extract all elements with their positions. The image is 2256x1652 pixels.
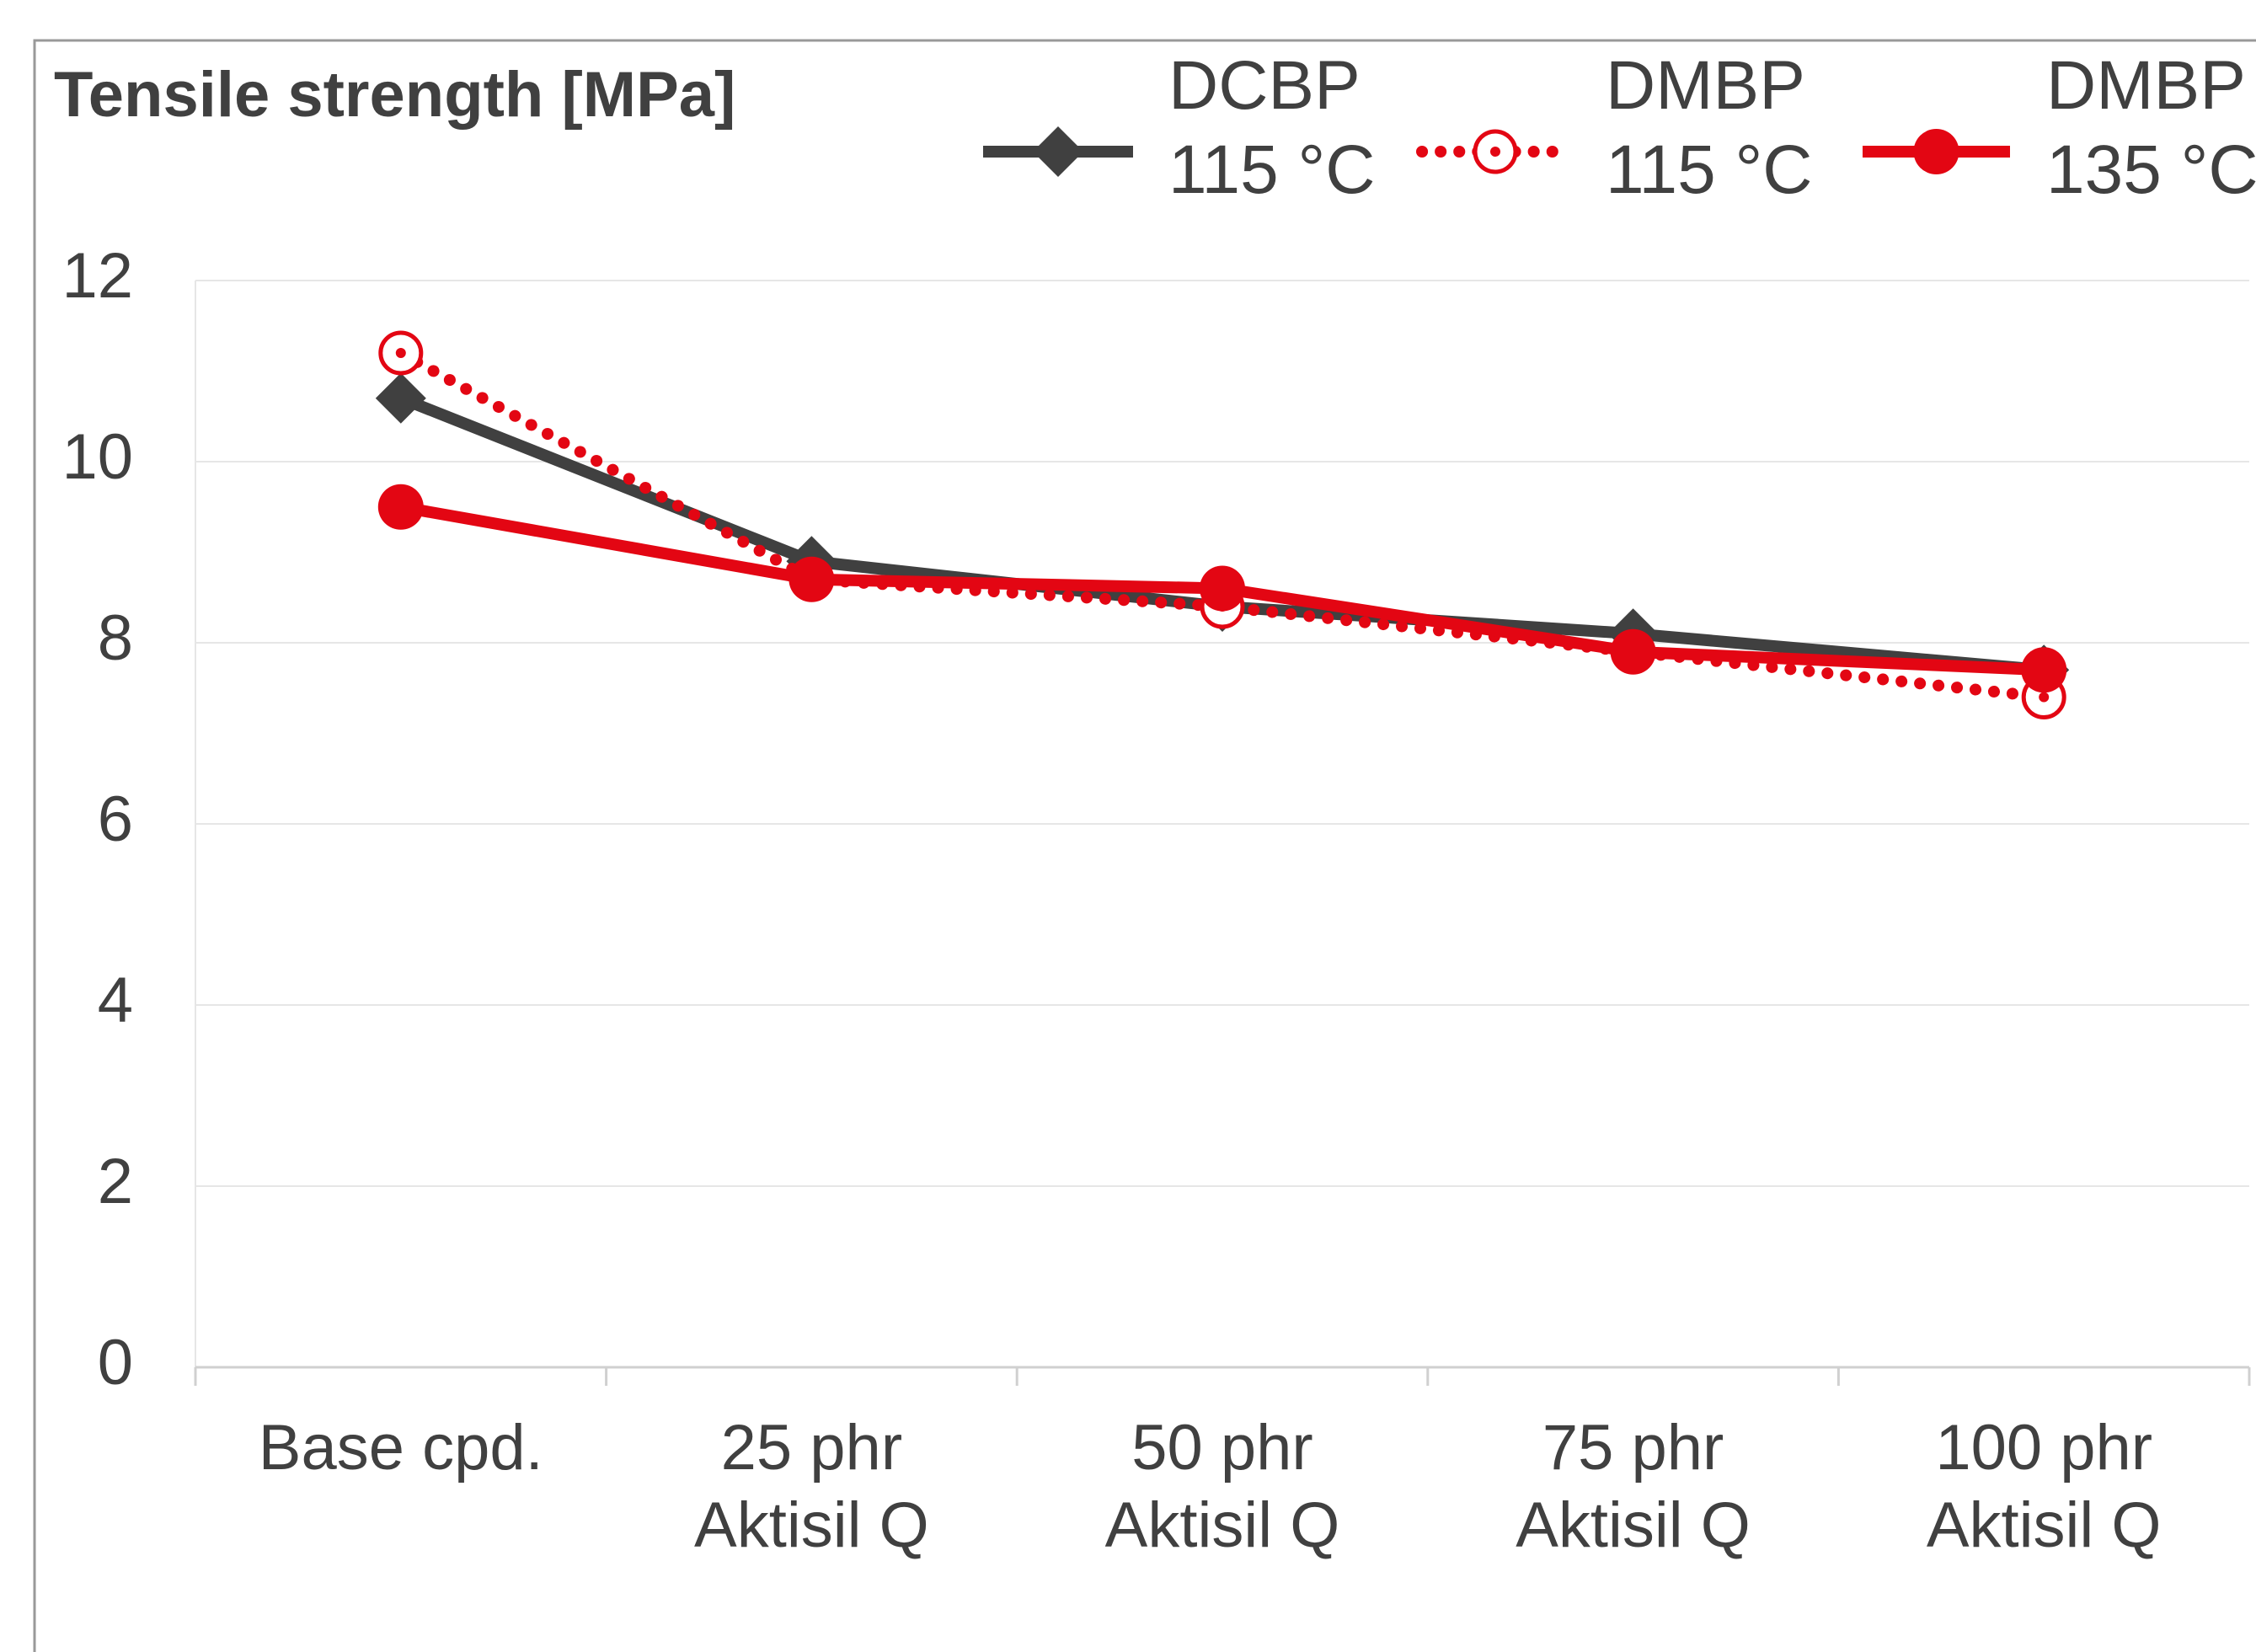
series	[377, 484, 2067, 693]
point-dot	[395, 348, 406, 358]
y-tick-label: 12	[61, 240, 133, 312]
x-tick-label: 25 phr	[721, 1412, 903, 1484]
legend-entry	[1416, 129, 1574, 174]
legend-label: DMBP 115 °C	[1606, 47, 1813, 208]
point	[1610, 628, 1656, 675]
point	[377, 484, 424, 530]
legend-entry	[1863, 129, 2010, 174]
x-tick-label: 50 phr	[1131, 1412, 1313, 1484]
y-tick-label: 6	[98, 783, 133, 855]
x-tick-label: Aktisil Q	[1516, 1489, 1751, 1561]
series	[375, 372, 2070, 696]
legend-marker	[1033, 126, 1083, 177]
y-tick-label: 2	[98, 1146, 133, 1217]
x-tick-label: Aktisil Q	[1927, 1489, 2162, 1561]
point	[1200, 565, 1245, 612]
point-dot	[1490, 147, 1500, 157]
point-dot	[2039, 692, 2050, 703]
x-tick-label: 75 phr	[1542, 1412, 1724, 1484]
x-tick-label: Base cpd.	[259, 1412, 543, 1484]
frame	[33, 39, 2256, 1652]
x-tick-label: 100 phr	[1935, 1412, 2152, 1484]
y-tick-label: 10	[61, 421, 133, 493]
y-tick-label: 8	[98, 602, 133, 674]
x-tick-label: Aktisil Q	[1105, 1489, 1340, 1561]
point	[378, 330, 424, 376]
legend-marker	[1913, 129, 1959, 174]
y-tick-label: 0	[98, 1327, 133, 1398]
legend-label: DMBP 135 °C	[2046, 47, 2256, 208]
point	[2021, 647, 2067, 693]
y-tick-label: 4	[98, 965, 133, 1036]
point	[789, 556, 835, 602]
legend-marker	[1473, 129, 1518, 174]
point	[375, 372, 426, 424]
chart-title: Tensile strength [MPa]	[54, 59, 735, 131]
legend-entry	[983, 126, 1133, 177]
x-tick-label: Aktisil Q	[694, 1489, 929, 1561]
legend-label: DCBP 115 °C	[1168, 47, 1376, 208]
